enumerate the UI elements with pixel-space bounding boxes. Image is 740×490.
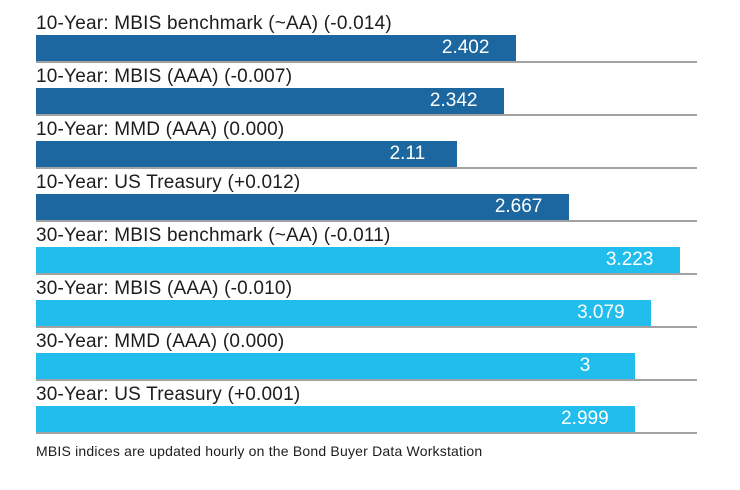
- bar-value-label: 2.667: [494, 196, 543, 217]
- bar-label: 10-Year: US Treasury (+0.012): [36, 172, 301, 193]
- bar-label: 30-Year: MMD (AAA) (0.000): [36, 331, 285, 352]
- bar-label: 10-Year: MBIS (AAA) (-0.007): [36, 66, 293, 87]
- bar-label: 30-Year: US Treasury (+0.001): [36, 384, 301, 405]
- bar-value-label: 2.999: [561, 408, 609, 429]
- bar-value-label: 3.079: [577, 302, 625, 323]
- bar-10yr-mbis-aaa: 2.342: [36, 88, 504, 114]
- bar-row-10yr-mmd-aaa: 10-Year: MMD (AAA) (0.000) 2.11: [36, 116, 697, 169]
- bar-row-30yr-mmd-aaa: 30-Year: MMD (AAA) (0.000) 3: [36, 328, 697, 381]
- bar-row-30yr-us-treasury: 30-Year: US Treasury (+0.001) 2.999: [36, 381, 697, 434]
- bar-track: 2.11: [36, 141, 697, 169]
- bar-track: 3.223: [36, 247, 697, 275]
- bar-row-10yr-mbis-benchmark: 10-Year: MBIS benchmark (~AA) (-0.014) 2…: [36, 10, 697, 63]
- bar-row-10yr-mbis-aaa: 10-Year: MBIS (AAA) (-0.007) 2.342: [36, 63, 697, 116]
- bar-10yr-mmd-aaa: 2.11: [36, 141, 458, 167]
- bar-label: 10-Year: MMD (AAA) (0.000): [36, 119, 285, 140]
- bar-value-label: 2.402: [441, 37, 490, 58]
- bar-track: 2.667: [36, 194, 697, 222]
- bar-row-30yr-mbis-benchmark: 30-Year: MBIS benchmark (~AA) (-0.011) 3…: [36, 222, 697, 275]
- bar-track: 2.342: [36, 88, 697, 116]
- bar-track: 2.402: [36, 35, 697, 63]
- bar-value-label: 3: [579, 355, 591, 376]
- bar-label: 10-Year: MBIS benchmark (~AA) (-0.014): [36, 13, 392, 34]
- yield-bar-chart: 10-Year: MBIS benchmark (~AA) (-0.014) 2…: [36, 10, 697, 434]
- bar-30yr-mmd-aaa: 3: [36, 353, 636, 379]
- bar-row-30yr-mbis-aaa: 30-Year: MBIS (AAA) (-0.010) 3.079: [36, 275, 697, 328]
- bar-value-label: 2.11: [389, 143, 426, 164]
- chart-footnote: MBIS indices are updated hourly on the B…: [36, 443, 483, 459]
- bar-value-label: 2.342: [429, 90, 478, 111]
- bar-row-10yr-us-treasury: 10-Year: US Treasury (+0.012) 2.667: [36, 169, 697, 222]
- bar-label: 30-Year: MBIS benchmark (~AA) (-0.011): [36, 225, 391, 246]
- bar-label: 30-Year: MBIS (AAA) (-0.010): [36, 278, 293, 299]
- bar-30yr-mbis-aaa: 3.079: [36, 300, 651, 326]
- bar-10yr-us-treasury: 2.667: [36, 194, 569, 220]
- bar-30yr-mbis-benchmark: 3.223: [36, 247, 680, 273]
- bar-30yr-us-treasury: 2.999: [36, 406, 635, 432]
- bar-10yr-mbis-benchmark: 2.402: [36, 35, 516, 61]
- bar-value-label: 3.223: [605, 249, 654, 270]
- bar-track: 3.079: [36, 300, 697, 328]
- bar-track: 3: [36, 353, 697, 381]
- bar-track: 2.999: [36, 406, 697, 434]
